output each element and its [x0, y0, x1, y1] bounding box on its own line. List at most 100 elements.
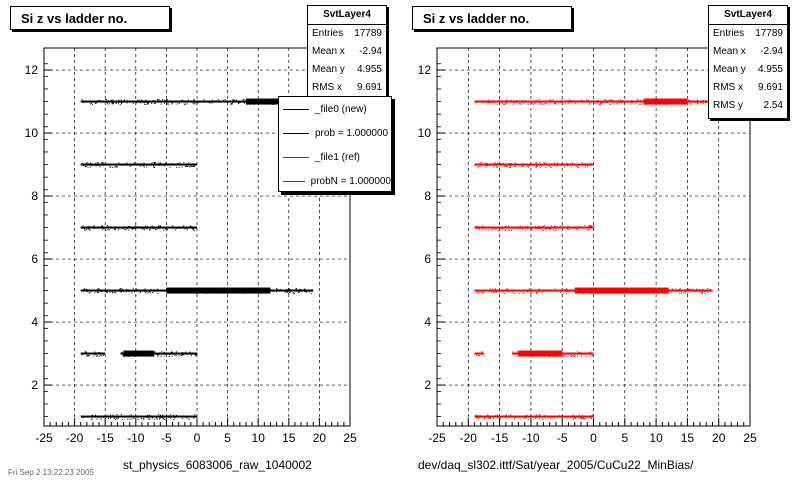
data-point	[90, 226, 92, 228]
x-axis-label-left: st_physics_6083006_raw_1040002	[123, 458, 312, 472]
data-point	[498, 417, 500, 419]
data-point	[101, 229, 103, 231]
data-point	[507, 166, 509, 168]
data-point	[193, 99, 195, 101]
data-point	[90, 415, 92, 417]
data-point	[85, 165, 87, 167]
data-point	[498, 292, 500, 294]
stats-row-meany-left: Mean y 4.955	[312, 64, 382, 75]
data-point	[186, 165, 188, 167]
data-point	[588, 225, 590, 227]
data-point	[99, 352, 101, 354]
data-point	[101, 225, 103, 227]
data-point	[192, 229, 194, 231]
data-point	[183, 103, 185, 105]
data-point	[92, 103, 94, 105]
data-point	[113, 415, 115, 417]
data-point	[82, 162, 84, 164]
data-point	[580, 417, 582, 419]
data-point	[515, 352, 517, 354]
y-tick-label: 10	[25, 126, 39, 140]
data-point	[531, 229, 533, 231]
data-point	[161, 351, 163, 353]
data-point	[140, 165, 142, 167]
data-point	[552, 418, 554, 420]
data-point	[529, 290, 531, 292]
data-point	[577, 229, 579, 231]
data-point	[231, 103, 233, 105]
data-point	[164, 419, 166, 421]
data-point	[289, 288, 291, 290]
data-point	[486, 414, 488, 416]
x-tick-label: 10	[649, 431, 663, 445]
data-point	[491, 291, 493, 293]
data-point	[304, 290, 306, 292]
data-point	[125, 291, 127, 293]
data-point	[564, 103, 566, 105]
data-point	[542, 103, 544, 105]
data-point	[128, 229, 130, 231]
data-point	[527, 165, 529, 167]
data-point	[527, 419, 529, 421]
data-point	[82, 289, 84, 291]
data-point	[492, 418, 494, 420]
data-point	[114, 228, 116, 230]
data-point	[544, 225, 546, 227]
data-point	[300, 289, 302, 291]
data-point	[574, 226, 576, 228]
data-point	[103, 354, 105, 356]
data-point	[172, 227, 174, 229]
data-point	[130, 414, 132, 416]
data-point	[122, 288, 124, 290]
data-point	[531, 102, 533, 104]
data-point	[174, 416, 176, 418]
data-point	[138, 164, 140, 166]
data-point	[576, 165, 578, 167]
data-point	[152, 227, 154, 229]
data-point	[166, 99, 168, 101]
data-point	[561, 416, 563, 418]
data-point	[81, 227, 83, 229]
data-point	[155, 162, 157, 164]
data-point	[527, 163, 529, 165]
data-point	[164, 228, 166, 230]
data-dense-band	[643, 98, 688, 105]
data-point	[169, 166, 171, 168]
data-point	[227, 101, 229, 103]
data-point	[288, 288, 290, 290]
data-point	[555, 163, 557, 165]
data-point	[574, 355, 576, 357]
data-point	[502, 292, 504, 294]
data-point	[565, 416, 567, 418]
data-point	[623, 102, 625, 104]
data-point	[142, 100, 144, 102]
data-point	[110, 166, 112, 168]
data-point	[527, 291, 529, 293]
data-point	[487, 416, 489, 418]
data-point	[237, 101, 239, 103]
data-point	[188, 163, 190, 165]
data-point	[491, 415, 493, 417]
data-point	[590, 225, 592, 227]
y-tick-label: 4	[31, 315, 38, 329]
data-point	[97, 99, 99, 101]
data-point	[97, 355, 99, 357]
data-point	[575, 103, 577, 105]
data-point	[177, 163, 179, 165]
data-band	[474, 415, 594, 418]
data-point	[162, 227, 164, 229]
x-tick-label: -10	[127, 431, 145, 445]
data-point	[544, 102, 546, 104]
data-point	[502, 162, 504, 164]
data-point	[105, 291, 107, 293]
data-point	[183, 354, 185, 356]
data-point	[101, 355, 103, 357]
data-point	[701, 102, 703, 104]
data-point	[684, 292, 686, 294]
data-point	[120, 291, 122, 293]
x-tick-label: -10	[522, 431, 540, 445]
data-point	[83, 289, 85, 291]
data-point	[570, 354, 572, 356]
data-point	[538, 289, 540, 291]
